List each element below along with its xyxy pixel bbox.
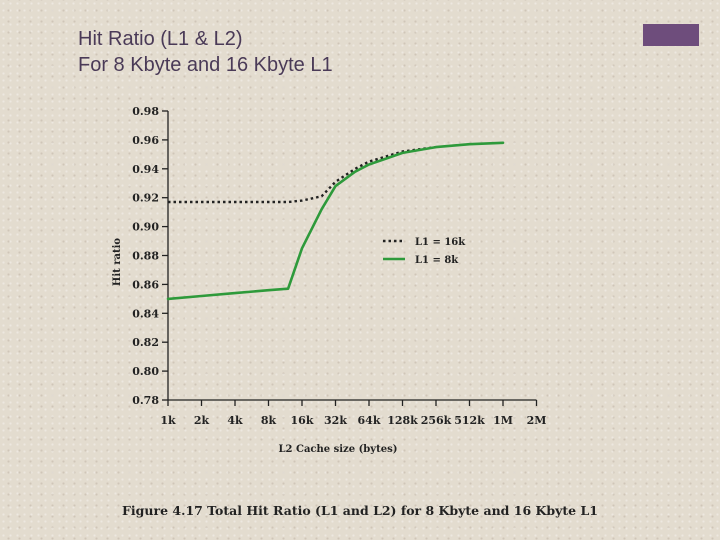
chart-axes	[167, 111, 537, 401]
y-tick-label: 0.96	[132, 134, 159, 147]
x-tick-label: 32k	[324, 414, 347, 427]
chart-series	[166, 141, 505, 301]
x-tick-label: 64k	[358, 414, 381, 427]
series-line-l1-8k	[166, 141, 505, 301]
slide-title-line-2: For 8 Kbyte and 16 Kbyte L1	[78, 54, 333, 76]
x-tick-label: 512k	[454, 414, 485, 427]
y-tick-label: 0.98	[132, 105, 159, 118]
chart-legend: L1 = 16k L1 = 8k	[383, 237, 466, 266]
x-tick-label: 1M	[493, 414, 513, 427]
legend-label: L1 = 8k	[415, 255, 459, 266]
x-tick-label: 1k	[160, 414, 176, 427]
y-tick-label: 0.94	[132, 163, 159, 176]
x-tick-label: 2k	[194, 414, 210, 427]
y-tick-label: 0.80	[132, 365, 159, 378]
x-tick-label: 2M	[527, 414, 547, 427]
y-tick-label: 0.88	[132, 250, 159, 263]
y-tick-label: 0.90	[132, 221, 159, 234]
slide-title-line-1: Hit Ratio (L1 & L2)	[78, 28, 243, 50]
x-axis-title: L2 Cache size (bytes)	[279, 444, 398, 455]
y-tick-label: 0.82	[132, 336, 159, 349]
chart-ticks: 0.78 0.80 0.82 0.84 0.86 0.88 0.90 0.92 0.94 0.96…	[132, 105, 546, 427]
x-tick-label: 16k	[291, 414, 314, 427]
x-tick-label: 256k	[421, 414, 452, 427]
y-tick-label: 0.92	[132, 192, 159, 205]
y-tick-label: 0.78	[132, 394, 159, 407]
x-tick-label: 128k	[387, 414, 418, 427]
figure-caption: Figure 4.17 Total Hit Ratio (L1 and L2) …	[122, 503, 598, 518]
series-line-l1-16k	[168, 145, 437, 204]
slide-title: Hit Ratio (L1 & L2) For 8 Kbyte and 16 K…	[78, 26, 333, 78]
x-tick-label: 4k	[227, 414, 243, 427]
y-tick-label: 0.86	[132, 278, 159, 291]
y-tick-label: 0.84	[132, 307, 159, 320]
legend-label: L1 = 16k	[415, 237, 466, 248]
y-axis-title: Hit ratio	[112, 238, 123, 287]
slide-accent-box	[643, 24, 699, 46]
x-tick-label: 8k	[261, 414, 277, 427]
